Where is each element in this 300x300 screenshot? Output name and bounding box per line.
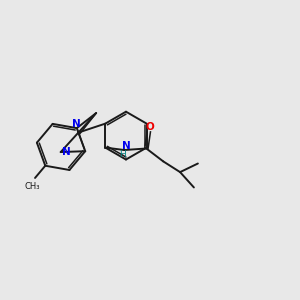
Text: CH₃: CH₃ <box>25 182 40 190</box>
Text: N: N <box>122 141 130 151</box>
Text: H: H <box>119 150 126 159</box>
Text: N: N <box>73 118 81 128</box>
Text: N: N <box>62 147 70 157</box>
Text: O: O <box>146 122 155 132</box>
